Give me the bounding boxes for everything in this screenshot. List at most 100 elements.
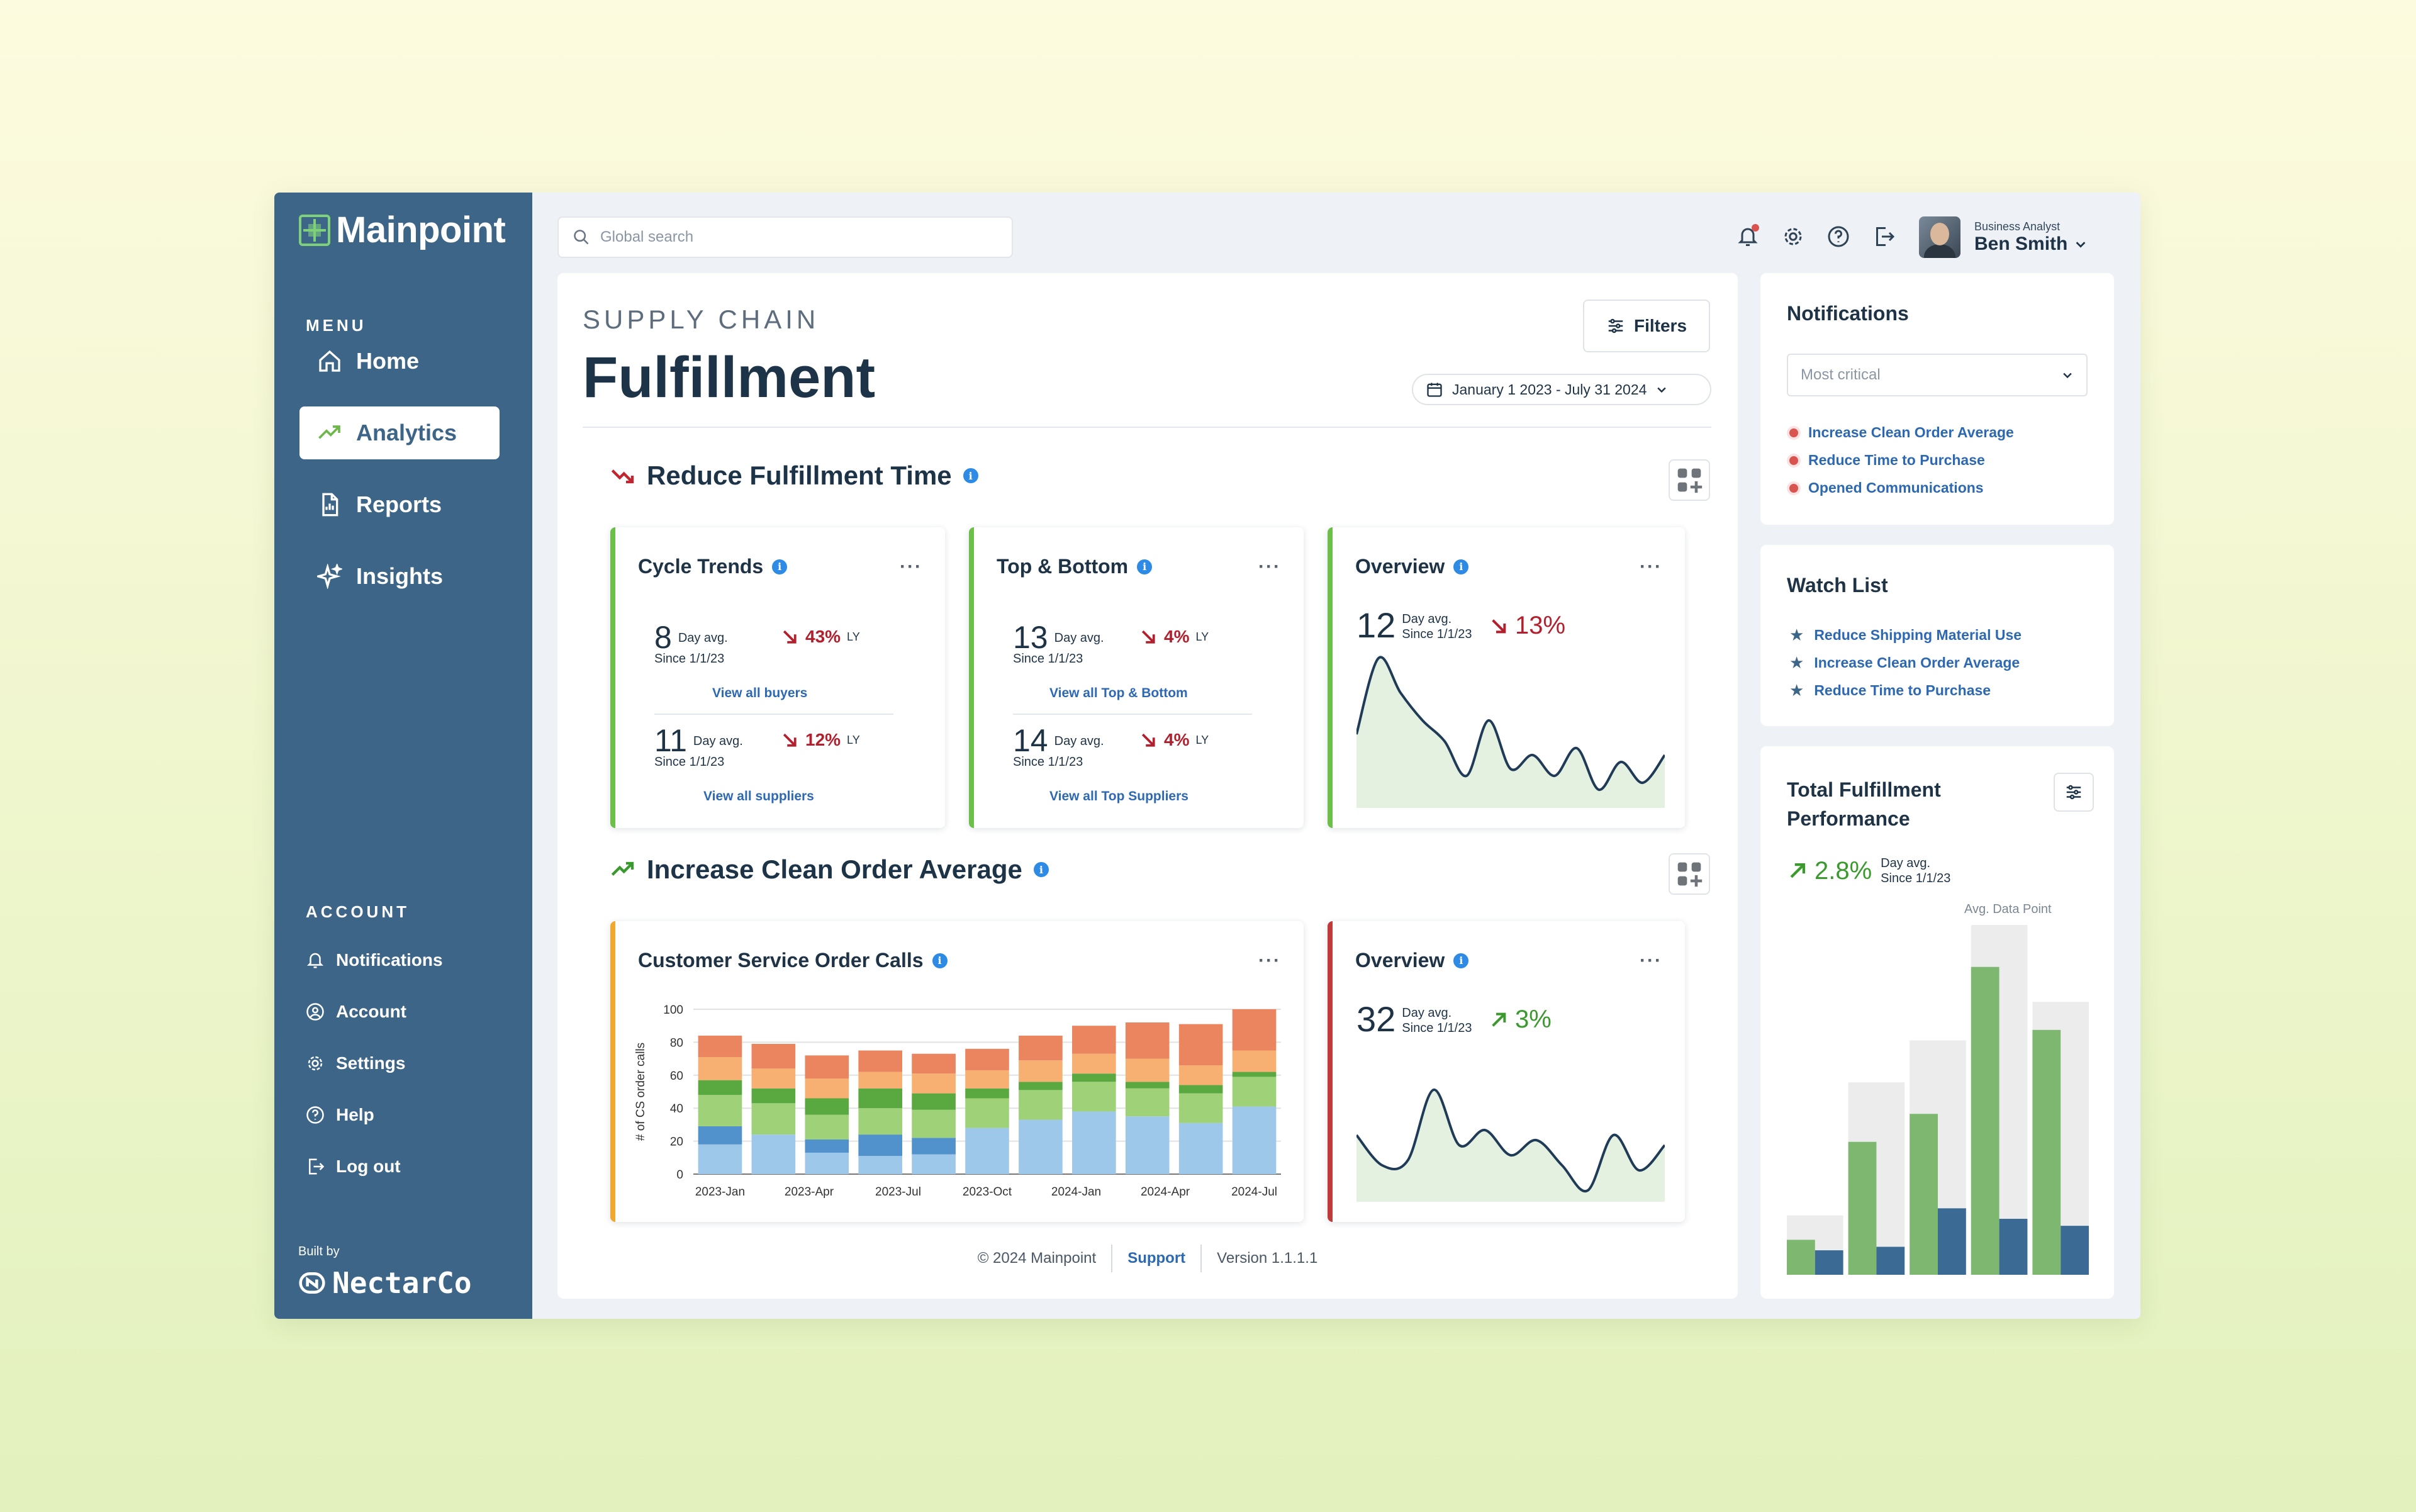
card-top-bottom: Top & Bottom i ··· 13 Day avg. Since 1/1/… (969, 527, 1304, 828)
bar-segment (1125, 1058, 1170, 1082)
more-menu-button[interactable]: ··· (1258, 556, 1281, 577)
watch-text: Reduce Time to Purchase (1814, 682, 1991, 698)
filters-button[interactable]: Filters (1583, 300, 1710, 352)
nav-reports[interactable]: Reports (299, 478, 500, 531)
divider (654, 714, 893, 715)
bar-segment (965, 1070, 1009, 1089)
bar-segment (1232, 1106, 1277, 1174)
arrow-down-right-icon (1141, 630, 1155, 644)
notifications-panel: Notifications Most critical Increase Cle… (1760, 273, 2114, 525)
chevron-down-icon (2076, 241, 2086, 248)
nav-insights[interactable]: Insights (299, 550, 500, 603)
settings-button[interactable] (1779, 223, 1807, 250)
x-tick-label: 2023-Jul (875, 1185, 921, 1199)
avg-data-point-label: Avg. Data Point (1964, 902, 2052, 916)
footer-divider (1111, 1245, 1113, 1272)
account-logout[interactable]: Log out (306, 1156, 401, 1177)
metric-since: Since 1/1/23 (1402, 1021, 1472, 1035)
logo[interactable]: Mainpoint (298, 209, 506, 251)
info-icon[interactable]: i (963, 468, 978, 483)
add-widget-button[interactable] (1669, 853, 1710, 895)
pct-value: 4% (1164, 730, 1190, 749)
view-all-suppliers-link[interactable]: View all suppliers (703, 789, 814, 804)
star-icon: ★ (1789, 625, 1804, 644)
view-all-top-bottom-link[interactable]: View all Top & Bottom (1049, 686, 1188, 700)
info-icon[interactable]: i (772, 559, 788, 574)
notification-item[interactable]: Increase Clean Order Average (1789, 424, 2014, 441)
watch-item[interactable]: ★ Reduce Time to Purchase (1789, 681, 1991, 700)
metric-change: 4% LY (1139, 627, 1209, 647)
bar-segment (698, 1080, 742, 1095)
ly-label: LY (847, 630, 860, 643)
app-window: Mainpoint MENU Home Analytics Reports In… (274, 193, 2140, 1319)
more-menu-button[interactable]: ··· (1640, 556, 1662, 577)
support-link[interactable]: Support (1127, 1250, 1186, 1267)
logout-button[interactable] (1870, 223, 1898, 250)
more-menu-button[interactable]: ··· (1258, 950, 1281, 971)
bar-segment (1019, 1090, 1063, 1120)
view-all-top-suppliers-link[interactable]: View all Top Suppliers (1049, 789, 1188, 804)
view-all-buyers-link[interactable]: View all buyers (712, 686, 808, 700)
section1-title: Reduce Fulfillment Time (647, 461, 952, 490)
bar-segment (1019, 1060, 1063, 1082)
card-title: Overview i (1355, 949, 1469, 972)
metric-bottom: 14 Day avg. (1013, 725, 1104, 756)
cs-order-calls-chart: # of CS order calls 0 20 40 60 80 100 2023-Jan 2… (634, 1004, 1281, 1199)
notification-item[interactable]: Reduce Time to Purchase (1789, 452, 1985, 469)
star-icon: ★ (1789, 653, 1804, 672)
user-menu[interactable]: Business Analyst Ben Smith (1919, 216, 2088, 258)
performance-settings-button[interactable] (2054, 773, 2094, 812)
more-menu-button[interactable]: ··· (1640, 950, 1662, 971)
notification-item[interactable]: Opened Communications (1789, 479, 1984, 496)
page-eyebrow: SUPPLY CHAIN (583, 305, 820, 334)
account-notifications[interactable]: Notifications (306, 950, 443, 970)
info-icon[interactable]: i (932, 953, 948, 968)
notifications-filter-select[interactable]: Most critical (1787, 354, 2088, 396)
metric-since: Since 1/1/23 (654, 755, 725, 769)
bar-segment (1072, 1111, 1116, 1174)
nav-analytics[interactable]: Analytics (299, 406, 500, 459)
metric-caption: Day avg. (678, 630, 728, 646)
account-settings[interactable]: Settings (306, 1053, 405, 1073)
notifications-button[interactable] (1734, 223, 1762, 250)
overview-2-chart (1356, 1089, 1665, 1202)
info-icon[interactable]: i (1453, 953, 1469, 968)
pct-value: 3% (1515, 1005, 1552, 1033)
bar-segment (1232, 1050, 1277, 1072)
account-help[interactable]: Help (306, 1105, 374, 1125)
overview-title: Overview (1355, 555, 1445, 578)
card-title: Cycle Trends i (638, 555, 788, 578)
metric-since: Since 1/1/23 (1402, 627, 1472, 641)
bar-segment (698, 1095, 742, 1127)
pct-value: 2.8% (1815, 856, 1872, 885)
info-icon[interactable]: i (1033, 862, 1049, 877)
bell-icon (306, 953, 324, 968)
performance-bar (1787, 1240, 1815, 1275)
watch-item[interactable]: ★ Reduce Shipping Material Use (1789, 625, 2022, 645)
performance-bar (1848, 1141, 1877, 1275)
metric-caption: Day avg. (1054, 734, 1104, 749)
help-button[interactable] (1825, 223, 1852, 250)
built-by-label: Built by (298, 1245, 340, 1258)
info-icon[interactable]: i (1137, 559, 1153, 574)
nectarco-text: NectarCo (332, 1266, 472, 1300)
account-account[interactable]: Account (306, 1002, 406, 1022)
star-icon: ★ (1789, 681, 1804, 700)
series-line (1356, 656, 1665, 791)
add-widget-button[interactable] (1669, 459, 1710, 501)
more-menu-button[interactable]: ··· (900, 556, 922, 577)
global-search[interactable]: Global search (557, 216, 1013, 258)
date-range-select[interactable]: January 1 2023 - July 31 2024 (1412, 374, 1711, 405)
y-tick-label: 60 (670, 1070, 683, 1083)
nectarco-logo[interactable]: NectarCo (298, 1266, 472, 1300)
y-tick-label: 0 (676, 1168, 683, 1182)
help-icon (306, 1106, 324, 1124)
user-name-text: Ben Smith (1974, 233, 2068, 254)
metric-suppliers: 11 Day avg. (654, 725, 743, 756)
bar-segment (1178, 1123, 1223, 1174)
info-icon[interactable]: i (1453, 559, 1469, 574)
watch-item[interactable]: ★ Increase Clean Order Average (1789, 653, 2020, 673)
nav-home[interactable]: Home (299, 335, 500, 388)
copyright: © 2024 Mainpoint (977, 1250, 1097, 1267)
y-tick-label: 100 (663, 1004, 683, 1017)
